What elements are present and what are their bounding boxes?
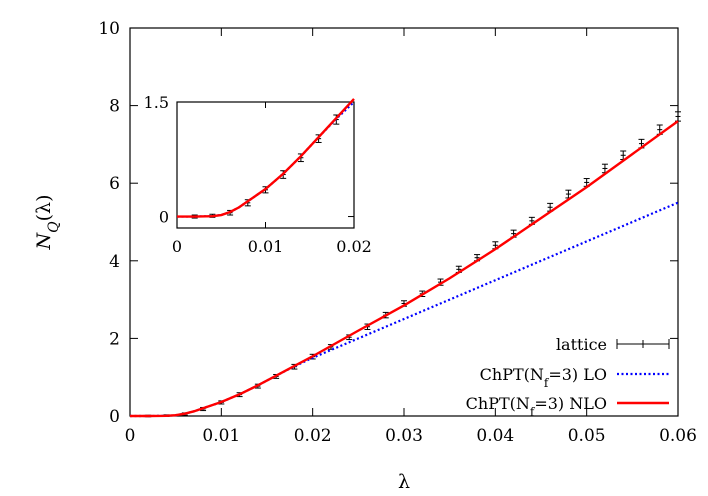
- y-axis-label: NQ(λ): [33, 195, 62, 251]
- x-tick-label: 0: [125, 426, 136, 446]
- legend: lattice ChPT(Nf=3) LO ChPT(Nf=3) NLO: [466, 335, 670, 419]
- main-series: [130, 111, 681, 418]
- x-tick-label: 0.02: [294, 426, 332, 446]
- legend-entry-lo: ChPT(Nf=3) LO: [480, 365, 669, 390]
- main-x-ticks: 0 0.01 0.02 0.03 0.04 0.05 0.06: [125, 28, 697, 446]
- legend-label-lattice: lattice: [556, 335, 607, 354]
- x-tick-label: 0.06: [659, 426, 697, 446]
- inset-x-tick-label: 0.02: [336, 237, 372, 256]
- y-tick-label: 8: [109, 97, 120, 117]
- x-tick-label: 0.04: [476, 426, 514, 446]
- data-point: [675, 111, 681, 122]
- x-tick-label: 0.05: [568, 426, 606, 446]
- inset-plot-frame: [176, 101, 355, 229]
- x-axis-label: λ: [398, 471, 410, 493]
- inset-y-tick-label: 1.5: [144, 93, 169, 112]
- y-axis-label-subscript: Q: [46, 221, 62, 233]
- inset-y-tick-label: 0: [159, 208, 169, 227]
- legend-entry-lattice: lattice: [556, 335, 670, 354]
- inset-y-ticks: 01.5: [144, 93, 354, 227]
- y-tick-label: 10: [98, 19, 120, 39]
- y-tick-label: 6: [109, 174, 120, 194]
- y-axis-label-main: N: [33, 231, 55, 250]
- nlo-curve: [130, 120, 679, 418]
- inset-nlo-curve: [177, 98, 355, 218]
- y-axis-label-paren: (λ): [33, 195, 55, 222]
- y-tick-label: 4: [109, 252, 120, 272]
- legend-sample-lattice: [616, 339, 670, 349]
- inset-series: [177, 98, 355, 219]
- inset-plot: 0 0.01 0.02 01.5: [144, 93, 372, 256]
- x-tick-label: 0.03: [385, 426, 423, 446]
- legend-label-lo: ChPT(Nf=3) LO: [480, 365, 607, 390]
- y-tick-label: 2: [109, 329, 120, 349]
- inset-x-tick-label: 0: [172, 237, 182, 256]
- legend-entry-nlo: ChPT(Nf=3) NLO: [466, 394, 669, 419]
- main-plot: 0 0.01 0.02 0.03 0.04 0.05 0.06 0 2 4 6 8 10: [98, 19, 697, 446]
- main-y-ticks: 0 2 4 6 8 10: [98, 19, 678, 427]
- legend-label-nlo: ChPT(Nf=3) NLO: [466, 394, 607, 419]
- x-tick-label: 0.01: [202, 426, 240, 446]
- inset-x-tick-label: 0.01: [248, 237, 284, 256]
- inset-x-ticks: 0 0.01 0.02: [172, 102, 372, 256]
- y-tick-label: 0: [109, 407, 120, 427]
